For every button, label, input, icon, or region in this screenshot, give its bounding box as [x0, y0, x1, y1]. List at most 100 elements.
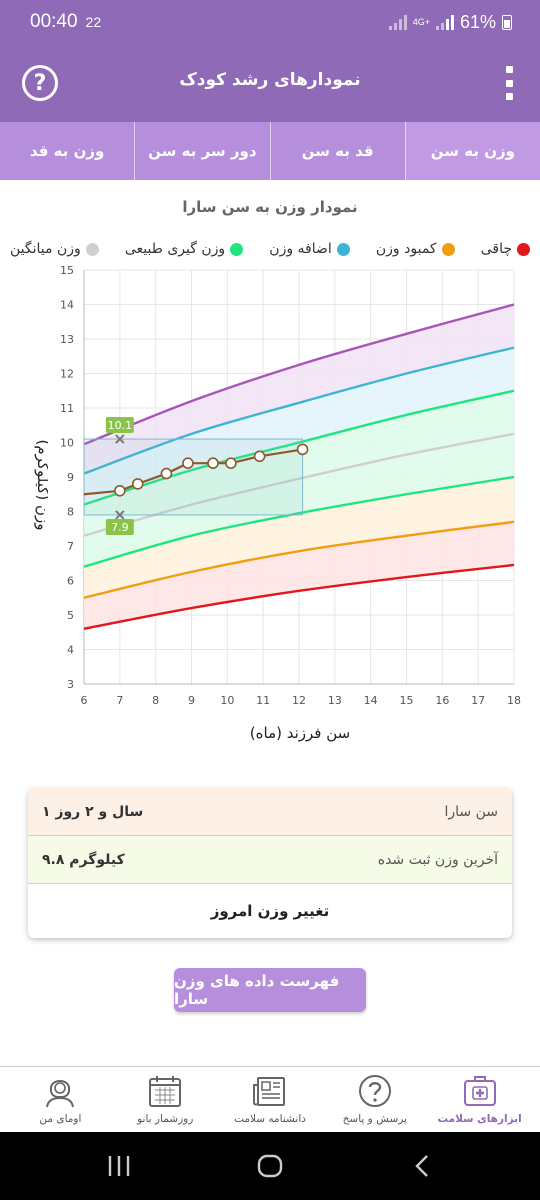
battery-level: 61% [459, 11, 496, 32]
weight-row: آخرین وزن ثبت شده ۹.۸ کیلوگرم [28, 836, 512, 884]
nav-qa-label: پرسش و پاسخ [342, 1113, 407, 1125]
y-tick-label: 7 [67, 540, 74, 553]
nav-profile[interactable]: اومای من [8, 1067, 113, 1132]
y-tick-label: 10 [60, 437, 74, 450]
weight-label: آخرین وزن ثبت شده [377, 851, 498, 868]
legend-dot-underweight [441, 242, 455, 256]
weight-age-chart[interactable]: 6 7 8 9 10 11 12 13 14 15 16 17 18 3 4 5 6 7 8 9 10 11 12 13 14 1… [0, 260, 540, 715]
chart-tabs: وزن به سن قد به سن دور سر به سن وزن به ق… [0, 122, 540, 180]
legend-item-overweight[interactable]: اضافه وزن [269, 241, 350, 257]
user-icon [46, 1080, 75, 1108]
percentile-curve [83, 563, 515, 630]
legend-item-obese[interactable]: چاقی [481, 241, 530, 257]
age-value: ۱ سال و ۲ روز [42, 803, 144, 820]
y-tick-label: 6 [67, 575, 74, 588]
legend-dot-overweight [336, 242, 350, 256]
x-tick-label: 17 [471, 694, 485, 707]
weight-value: ۹.۸ کیلوگرم [42, 851, 125, 868]
y-tick-label: 15 [60, 264, 74, 277]
age-label: سن سارا [444, 803, 498, 820]
x-tick-label: 18 [507, 694, 521, 707]
weight-list-button[interactable]: فهرست داده های وزن سارا [174, 968, 366, 1012]
y-axis-title-text: وزن (کیلوگرم) [34, 439, 48, 530]
info-card: سن سارا ۱ سال و ۲ روز آخرین وزن ثبت شده … [28, 788, 512, 938]
tab-head-age[interactable]: دور سر به سن [134, 122, 269, 180]
x-axis-title: سن فرزند (ماه) [249, 724, 351, 742]
signal-strong-icon [435, 14, 454, 30]
legend-label-obese: چاقی [480, 241, 512, 257]
x-tick-label: 15 [400, 694, 414, 707]
legend-item-average[interactable]: وزن میانگین [10, 241, 99, 257]
x-tick-label: 9 [188, 694, 195, 707]
status-right: 4G+ 61% [388, 11, 512, 33]
percentile-curve [83, 475, 515, 568]
home-icon[interactable] [256, 1154, 284, 1178]
reference-box [83, 438, 304, 516]
legend-label-normal: وزن گیری طبیعی [124, 241, 226, 257]
y-tick-label: 5 [67, 609, 74, 622]
change-weight-button[interactable]: تغییر وزن امروز [210, 902, 330, 920]
x-tick-label: 16 [435, 694, 449, 707]
status-bar: 00:40 22 4G+ 61% [0, 0, 540, 44]
legend-item-underweight[interactable]: کمبود وزن [376, 241, 455, 257]
band-fill [84, 390, 514, 536]
age-row: سن سارا ۱ سال و ۲ روز [28, 788, 512, 836]
nav-health-tools[interactable]: ابزارهای سلامت [427, 1067, 532, 1132]
more-vertical-icon[interactable] [504, 66, 514, 100]
x-tick-label: 8 [152, 694, 159, 707]
y-tick-label: 13 [60, 333, 74, 346]
question-icon [358, 1075, 391, 1107]
measurement-point [253, 450, 266, 463]
marker-x [115, 434, 125, 444]
system-nav-bar [0, 1132, 540, 1200]
marker-label-bg [105, 417, 134, 434]
legend-item-normal[interactable]: وزن گیری طبیعی [124, 241, 244, 257]
y-tick-label: 11 [60, 402, 74, 415]
measurement-point [296, 443, 309, 456]
chart-title: نمودار وزن به سن سارا [182, 198, 358, 216]
back-icon[interactable] [412, 1154, 432, 1178]
x-tick-label: 7 [116, 694, 123, 707]
status-left: 00:40 22 [30, 11, 101, 33]
measurement-point [114, 485, 126, 497]
percentile-curve [83, 520, 515, 599]
y-axis-title: وزن (کیلوگرم) [34, 439, 48, 530]
band-fill [84, 433, 514, 567]
nav-encyclopedia[interactable]: دانشنامه سلامت [218, 1067, 323, 1132]
tab-weight-height[interactable]: وزن به قد [29, 142, 105, 160]
nav-calendar[interactable]: روزشمار بانو [113, 1067, 218, 1132]
legend-label-underweight: کمبود وزن [375, 241, 437, 257]
newspaper-icon [253, 1077, 285, 1106]
y-tick-label: 4 [67, 644, 74, 657]
x-tick-label: 13 [328, 694, 342, 707]
status-sub: 22 [85, 14, 102, 30]
app-header: ? نمودارهای رشد کودک [0, 44, 540, 122]
help-circle-icon[interactable]: ? [22, 65, 58, 101]
band-fill [84, 304, 514, 474]
marker-label: 7.9 [111, 521, 129, 534]
x-tick-label: 11 [256, 694, 270, 707]
band-fill [84, 477, 514, 598]
nav-profile-label: اومای من [39, 1113, 82, 1125]
legend-dot-average [85, 242, 99, 256]
y-tick-label: 12 [60, 368, 74, 381]
y-tick-label: 8 [67, 506, 74, 519]
status-time: 00:40 [30, 11, 78, 32]
nav-qa[interactable]: پرسش و پاسخ [322, 1067, 427, 1132]
marker-label: 10.1 [108, 419, 133, 432]
medical-kit-icon [463, 1076, 496, 1106]
tab-height-age[interactable]: قد به سن [269, 122, 405, 180]
measurement-point [225, 457, 237, 469]
recent-apps-icon[interactable] [106, 1154, 132, 1178]
nav-health-tools-label: ابزارهای سلامت [437, 1113, 522, 1125]
marker-x [115, 510, 125, 520]
nav-calendar-label: روزشمار بانو [137, 1113, 194, 1125]
tab-weight-age[interactable]: وزن به سن [404, 122, 540, 180]
percentile-curve [83, 303, 515, 446]
measurement-point [160, 467, 173, 480]
y-tick-label: 9 [67, 471, 74, 484]
measurement-point [131, 478, 144, 490]
x-tick-label: 12 [292, 694, 306, 707]
calendar-icon [149, 1076, 182, 1107]
